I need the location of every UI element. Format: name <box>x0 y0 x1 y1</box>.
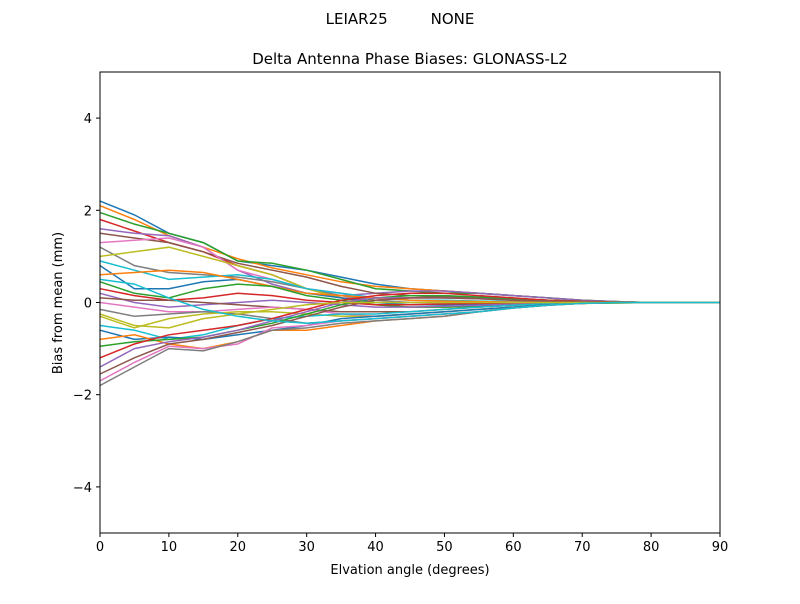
x-tick-label: 50 <box>436 540 453 555</box>
y-tick-label: −4 <box>73 481 92 496</box>
x-tick-label: 0 <box>96 540 104 555</box>
x-tick-label: 40 <box>367 540 384 555</box>
x-axis-label: Elvation angle (degrees) <box>330 563 489 578</box>
series-line-30 <box>99 278 720 324</box>
y-tick-label: 4 <box>84 112 92 127</box>
y-axis: −4 −2 0 2 4 <box>73 112 100 496</box>
x-axis: 0 10 20 30 40 50 60 70 80 90 <box>96 533 728 555</box>
chart-title: Delta Antenna Phase Biases: GLONASS-L2 <box>252 50 568 68</box>
x-tick-label: 60 <box>505 540 522 555</box>
x-tick-label: 20 <box>230 540 247 555</box>
series-line-13 <box>99 281 720 308</box>
series-line-22 <box>99 301 720 350</box>
x-tick-label: 30 <box>298 540 315 555</box>
y-axis-label: Bias from mean (mm) <box>51 232 66 374</box>
series-line-8 <box>99 246 720 304</box>
y-tick-label: 0 <box>84 297 92 312</box>
x-tick-label: 10 <box>161 540 178 555</box>
x-tick-label: 90 <box>712 540 729 555</box>
x-tick-label: 80 <box>643 540 660 555</box>
series-line-25 <box>99 297 720 368</box>
series-line-4 <box>99 218 720 304</box>
series-line-1 <box>99 200 720 304</box>
suptitle: LEIAR25 NONE <box>326 10 475 28</box>
y-tick-label: 2 <box>84 204 92 219</box>
x-tick-label: 70 <box>574 540 591 555</box>
series-lines <box>99 200 720 387</box>
y-tick-label: −2 <box>73 389 92 404</box>
